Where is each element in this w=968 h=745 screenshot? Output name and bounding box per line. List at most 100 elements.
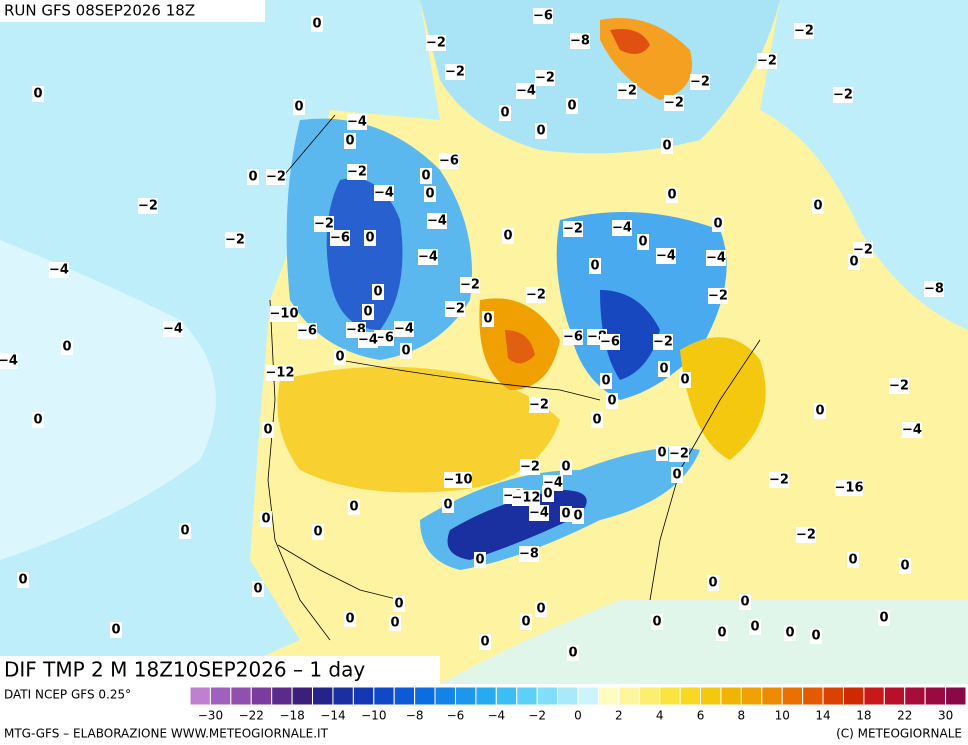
contour-label: −8 — [570, 34, 590, 49]
contour-label: −2 — [757, 54, 777, 69]
contour-label: 0 — [500, 106, 509, 121]
label-box — [570, 33, 590, 49]
label-box — [445, 64, 465, 80]
colorbar-swatch — [700, 686, 722, 706]
label-box — [656, 445, 668, 461]
colorbar-swatch — [883, 686, 906, 706]
contour-label: −16 — [835, 481, 864, 496]
label-box — [878, 610, 890, 626]
label-box — [344, 133, 356, 149]
label-box — [769, 472, 789, 488]
contour-label: 0 — [253, 582, 262, 597]
contour-label: −10 — [270, 307, 299, 322]
label-box — [374, 185, 394, 201]
label-box — [666, 187, 678, 203]
label-box — [757, 53, 777, 69]
label-box — [749, 619, 761, 635]
colorbar-swatch — [271, 686, 293, 706]
label-box — [312, 524, 324, 540]
label-box — [516, 83, 536, 99]
contour-label: −2 — [526, 288, 546, 303]
contour-label: 0 — [592, 413, 601, 428]
colorbar-swatch — [761, 686, 783, 706]
contour-label: −4 — [656, 249, 676, 264]
contour-label: −2 — [460, 278, 480, 293]
contour-label: −2 — [769, 473, 789, 488]
contour-label: 0 — [811, 629, 820, 644]
label-box — [374, 330, 394, 346]
contour-label: 0 — [740, 595, 749, 610]
colorbar-tick-label: 14 — [815, 709, 830, 723]
label-box — [520, 459, 540, 475]
contour-label: 0 — [425, 187, 434, 202]
colorbar-tick-label: −6 — [447, 709, 465, 723]
contour-label: 0 — [657, 446, 666, 461]
contour-label: 0 — [18, 573, 27, 588]
colorbar-swatch — [679, 686, 702, 706]
label-box — [796, 527, 816, 543]
label-box — [293, 99, 305, 115]
colorbar-tick-label: 2 — [615, 709, 623, 723]
colorbar-swatch — [352, 686, 375, 706]
contour-label: 0 — [294, 100, 303, 115]
label-box — [297, 323, 317, 339]
contour-label: 0 — [561, 507, 570, 522]
map-title: DIF TMP 2 M 18Z10SEP2026 – 1 day — [4, 658, 365, 682]
label-box — [442, 497, 454, 513]
label-box — [266, 169, 286, 185]
label-box — [49, 262, 69, 278]
label-box — [520, 614, 532, 630]
colorbar-swatch — [863, 686, 885, 706]
label-box — [535, 123, 547, 139]
colorbar-tick-label: 6 — [697, 709, 705, 723]
label-box — [589, 258, 601, 274]
label-box — [32, 412, 44, 428]
label-box — [707, 575, 719, 591]
contour-label: −8 — [519, 547, 539, 562]
contour-label: −4 — [347, 115, 367, 130]
run-label: RUN GFS 08SEP2026 18Z — [4, 2, 195, 20]
colorbar-swatch — [638, 686, 661, 706]
contour-label: 0 — [717, 626, 726, 641]
label-box — [560, 506, 572, 522]
contour-label: −2 — [690, 75, 710, 90]
label-box — [526, 287, 546, 303]
contour-label: −4 — [49, 263, 69, 278]
label-box — [661, 138, 673, 154]
label-box — [600, 373, 612, 389]
contour-label: −2 — [796, 528, 816, 543]
contour-label: 0 — [503, 229, 512, 244]
contour-label: 0 — [573, 509, 582, 524]
contour-label: −4 — [0, 354, 18, 369]
contour-label: 0 — [349, 500, 358, 515]
label-box — [179, 523, 191, 539]
colorbar-swatch — [475, 686, 497, 706]
colorbar-tick-label: 30 — [938, 709, 953, 723]
label-box — [424, 186, 436, 202]
colorbar-swatch — [332, 686, 354, 706]
label-box — [835, 480, 863, 496]
label-box — [529, 505, 549, 521]
colorbar-swatch — [434, 686, 456, 706]
label-box — [563, 221, 583, 237]
contour-label: −4 — [529, 506, 549, 521]
colorbar-swatch — [924, 686, 947, 706]
label-box — [924, 281, 944, 297]
contour-label: −4 — [418, 250, 438, 265]
contour-label: 0 — [900, 559, 909, 574]
label-box — [902, 422, 922, 438]
contour-label: 0 — [475, 553, 484, 568]
contour-label: −2 — [445, 302, 465, 317]
label-box — [794, 23, 814, 39]
colorbar-swatch — [802, 686, 824, 706]
contour-label: 0 — [815, 404, 824, 419]
label-box — [334, 349, 346, 365]
colorbar-swatch — [781, 686, 804, 706]
colorbar-swatch — [536, 686, 559, 706]
contour-label: −2 — [617, 84, 637, 99]
credit-label: MTG-GFS – ELABORAZIONE WWW.METEOGIORNALE… — [4, 727, 329, 741]
contour-label: 0 — [390, 616, 399, 631]
contour-label: −2 — [347, 165, 367, 180]
colorbar-swatch — [577, 686, 599, 706]
